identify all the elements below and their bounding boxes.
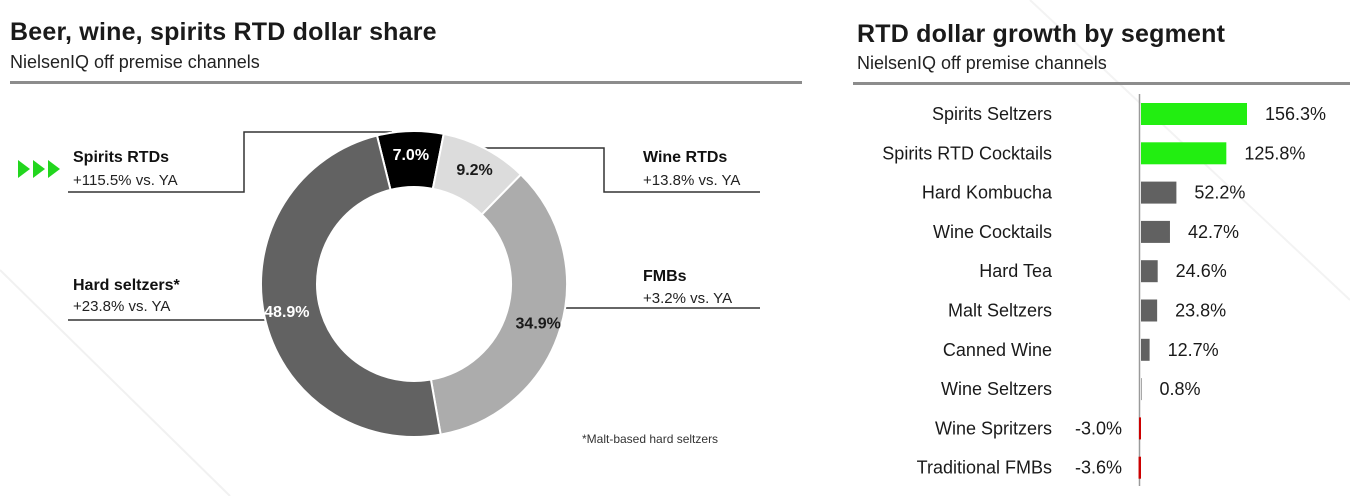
bar-hard-kombucha (1141, 181, 1177, 204)
bar-malt-seltzers (1141, 299, 1158, 322)
bar-value-malt-seltzers: 23.8% (1175, 301, 1226, 321)
wine-leader-line (470, 147, 760, 193)
left-panel-subtitle: NielsenIQ off premise channels (10, 52, 260, 72)
bar-value-hard-kombucha: 52.2% (1194, 183, 1245, 203)
donut-slice-hard-seltzers (260, 134, 442, 438)
donut-label-spirits-rtds: 7.0% (393, 147, 429, 164)
bar-category-malt-seltzers: Malt Seltzers (948, 301, 1052, 321)
bar-canned-wine (1141, 338, 1150, 361)
fmbs-label: FMBs (643, 268, 687, 285)
right-panel-title: RTD dollar growth by segment (857, 20, 1226, 48)
right-panel-subtitle: NielsenIQ off premise channels (857, 53, 1107, 73)
donut-slice-fmbs (429, 173, 568, 436)
spirits-leader-line (68, 131, 392, 193)
wine-rtds-label: Wine RTDs (643, 149, 728, 166)
triple-chevron-right-icon (18, 160, 63, 178)
donut-label-wine-rtds: 9.2% (456, 162, 492, 179)
bar-hard-tea (1141, 260, 1158, 283)
bar-category-traditional-fmbs: Traditional FMBs (917, 458, 1052, 478)
bar-value-canned-wine: 12.7% (1168, 340, 1219, 360)
hard-seltzers-label: Hard seltzers* (73, 277, 180, 294)
bar-category-spirits-seltzers: Spirits Seltzers (932, 104, 1052, 124)
bar-value-traditional-fmbs: -3.6% (1075, 458, 1122, 478)
bar-traditional-fmbs (1138, 456, 1141, 479)
left-panel-rule (10, 81, 802, 84)
donut-label-fmbs: 34.9% (516, 315, 561, 332)
bar-spirits-seltzers (1141, 103, 1247, 125)
bar-value-wine-spritzers: -3.0% (1075, 418, 1122, 438)
left-panel-title: Beer, wine, spirits RTD dollar share (10, 18, 437, 46)
bar-category-canned-wine: Canned Wine (943, 340, 1052, 360)
bar-wine-spritzers (1138, 417, 1141, 440)
bar-category-wine-cocktails: Wine Cocktails (933, 222, 1052, 242)
bar-value-wine-cocktails: 42.7% (1188, 222, 1239, 242)
bar-value-spirits-rtd-cocktails: 125.8% (1244, 143, 1305, 163)
spirits-rtds-yoy: +115.5% vs. YA (73, 172, 178, 189)
bar-category-hard-kombucha: Hard Kombucha (922, 183, 1053, 203)
bar-category-spirits-rtd-cocktails: Spirits RTD Cocktails (882, 143, 1052, 163)
wine-rtds-yoy: +13.8% vs. YA (643, 172, 741, 189)
right-panel-rule (853, 82, 1350, 85)
bar-value-spirits-seltzers: 156.3% (1265, 104, 1326, 124)
bar-value-wine-seltzers: 0.8% (1160, 379, 1201, 399)
bar-value-hard-tea: 24.6% (1176, 261, 1227, 281)
bar-category-hard-tea: Hard Tea (979, 261, 1053, 281)
spirits-rtds-label: Spirits RTDs (73, 149, 170, 166)
bar-wine-cocktails (1141, 220, 1170, 243)
fmbs-yoy: +3.2% vs. YA (643, 290, 733, 307)
bar-category-wine-spritzers: Wine Spritzers (935, 418, 1052, 438)
donut-label-hard-seltzers: 48.9% (264, 304, 309, 321)
hard-seltzers-yoy: +23.8% vs. YA (73, 298, 171, 315)
bar-spirits-rtd-cocktails (1141, 142, 1227, 165)
bar-wine-seltzers (1141, 378, 1142, 401)
bar-category-wine-seltzers: Wine Seltzers (941, 379, 1052, 399)
footnote: *Malt-based hard seltzers (582, 432, 719, 446)
